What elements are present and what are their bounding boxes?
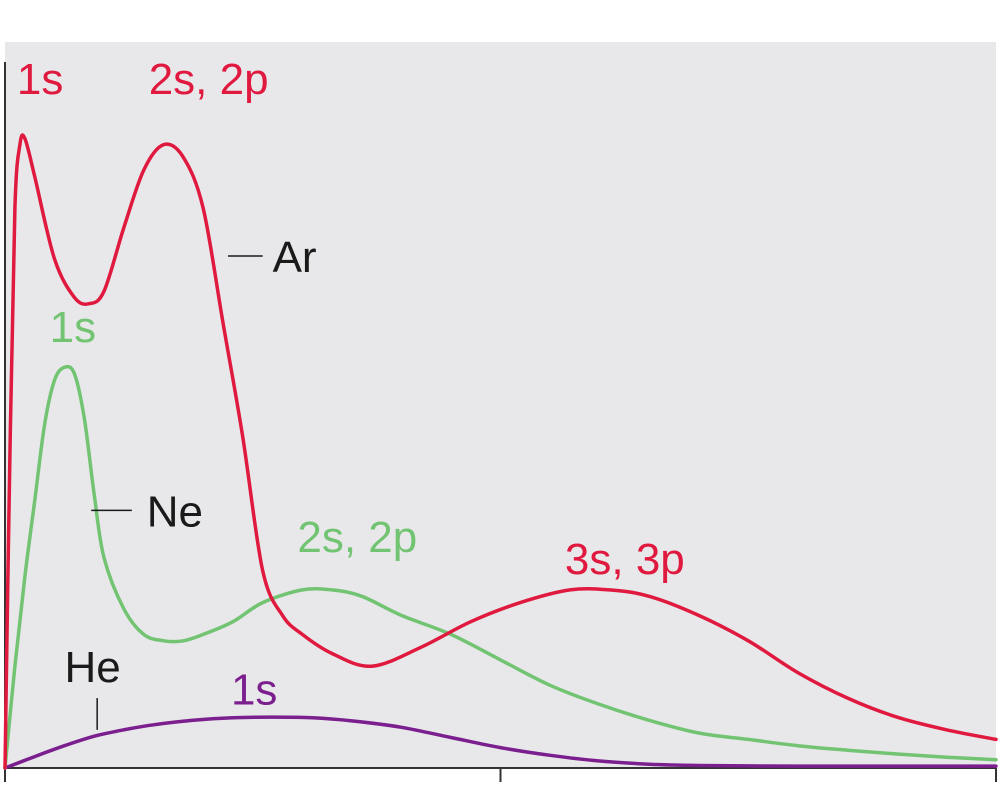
plot-background	[5, 42, 996, 768]
series-line-he	[3, 715, 998, 770]
annotation-label-3s-3p-6: 3s, 3p	[565, 535, 685, 584]
annotation-label-ar-2: Ar	[273, 233, 317, 282]
series-line-ar	[3, 133, 998, 770]
annotation-label-1s-0: 1s	[17, 55, 63, 104]
series-line-ne	[3, 364, 998, 770]
annotation-label-1s-8: 1s	[231, 665, 277, 714]
annotation-label-ne-4: Ne	[147, 487, 203, 536]
annotation-label-1s-3: 1s	[50, 303, 96, 352]
annotation-label-2s-2p-5: 2s, 2p	[297, 513, 417, 562]
annotation-label-2s-2p-1: 2s, 2p	[149, 55, 269, 104]
annotation-label-he-7: He	[64, 643, 120, 692]
